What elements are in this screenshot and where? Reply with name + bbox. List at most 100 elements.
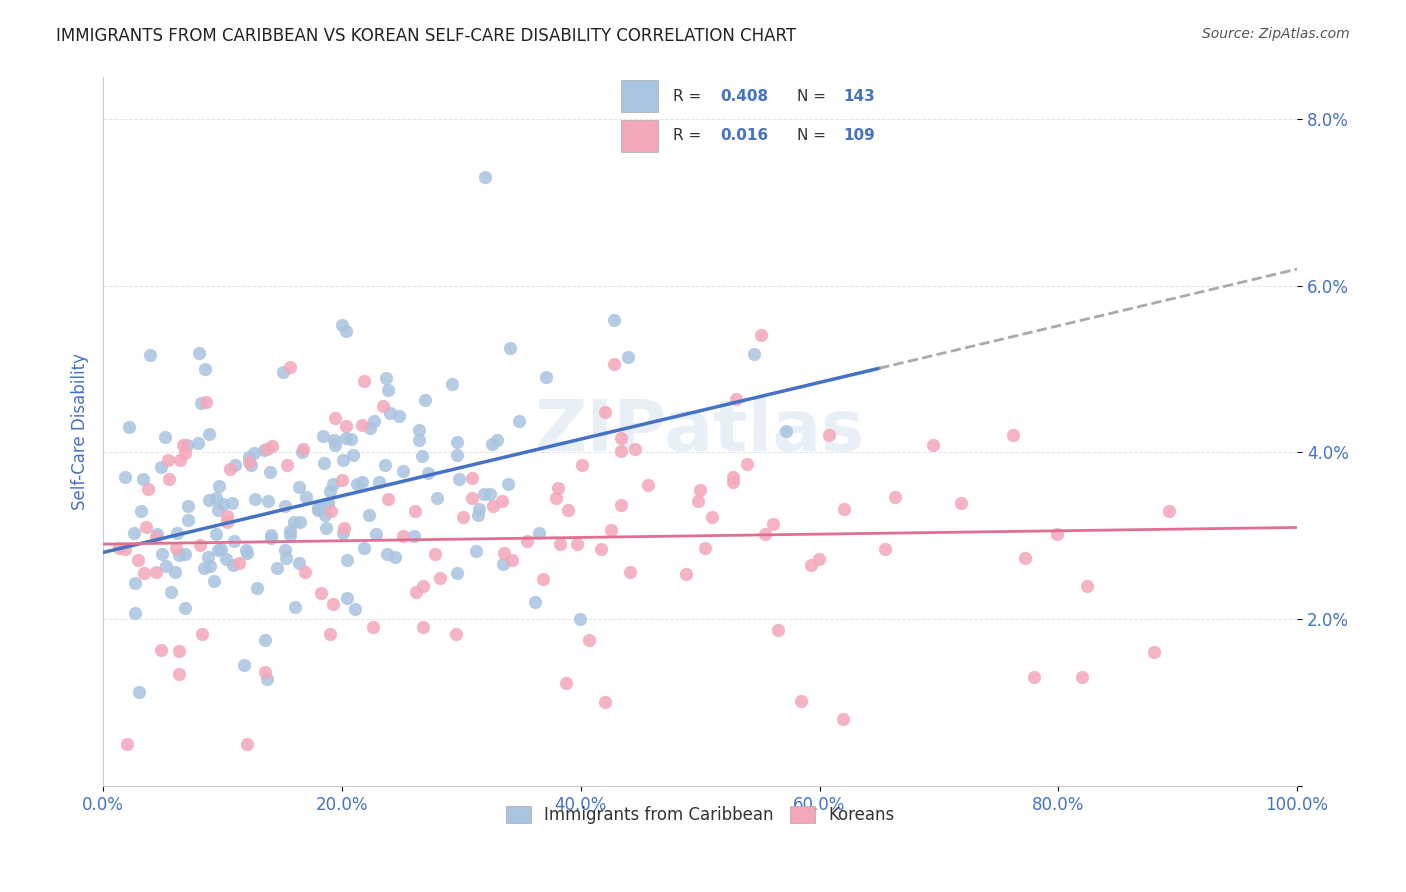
Point — [274, 542, 297, 557]
Point — [754, 526, 776, 541]
Point — [278, 528, 301, 542]
Point — [260, 439, 283, 453]
Point — [498, 341, 520, 355]
Point — [165, 541, 187, 555]
Point — [492, 557, 515, 571]
Point — [426, 491, 449, 506]
Point — [169, 644, 191, 658]
Point — [236, 737, 259, 751]
Point — [700, 510, 723, 524]
Point — [207, 503, 229, 517]
Point — [290, 516, 312, 530]
Point — [194, 362, 217, 376]
Point — [208, 479, 231, 493]
Point — [124, 607, 146, 621]
Point — [474, 170, 496, 185]
Point — [357, 508, 380, 522]
Point — [446, 566, 468, 581]
Point — [131, 471, 153, 485]
Point — [108, 541, 131, 555]
Text: Source: ZipAtlas.com: Source: ZipAtlas.com — [1202, 27, 1350, 41]
Point — [165, 566, 187, 580]
Point — [188, 538, 211, 552]
Text: R =: R = — [673, 128, 707, 143]
Point — [127, 553, 149, 567]
Point — [377, 491, 399, 506]
Point — [449, 472, 471, 486]
Point — [177, 499, 200, 513]
Point — [589, 541, 612, 556]
Point — [330, 473, 353, 487]
Legend: Immigrants from Caribbean, Koreans: Immigrants from Caribbean, Koreans — [495, 796, 904, 834]
Point — [122, 525, 145, 540]
Point — [257, 494, 280, 508]
Point — [353, 374, 375, 388]
Point — [405, 585, 427, 599]
Point — [1076, 579, 1098, 593]
Point — [766, 624, 789, 638]
Point — [742, 347, 765, 361]
Point — [124, 576, 146, 591]
Point — [273, 500, 295, 514]
Point — [762, 517, 785, 532]
Point — [235, 543, 257, 558]
Point — [623, 442, 645, 457]
Text: 143: 143 — [844, 89, 876, 103]
Point — [188, 346, 211, 360]
Point — [195, 395, 218, 409]
Point — [209, 542, 232, 557]
Point — [496, 477, 519, 491]
Point — [411, 449, 433, 463]
Point — [325, 410, 347, 425]
Point — [319, 483, 342, 498]
Point — [314, 508, 336, 522]
Point — [482, 499, 505, 513]
Point — [259, 465, 281, 479]
Point — [544, 491, 567, 505]
Point — [254, 665, 277, 679]
Point — [135, 520, 157, 534]
Point — [689, 483, 711, 498]
Point — [609, 444, 631, 458]
Point — [501, 553, 523, 567]
Point — [616, 350, 638, 364]
Point — [478, 487, 501, 501]
Point — [610, 498, 633, 512]
Point — [322, 477, 344, 491]
Point — [322, 597, 344, 611]
Point — [818, 428, 841, 442]
Point — [508, 415, 530, 429]
Point — [253, 442, 276, 457]
Point — [361, 620, 384, 634]
Point — [775, 424, 797, 438]
Point — [555, 675, 578, 690]
Point — [1071, 670, 1094, 684]
Point — [243, 491, 266, 506]
Point — [139, 348, 162, 362]
Point — [146, 526, 169, 541]
Point — [686, 493, 709, 508]
Point — [377, 383, 399, 397]
Point — [832, 712, 855, 726]
Point — [408, 423, 430, 437]
Point — [256, 673, 278, 687]
Point — [243, 446, 266, 460]
Point — [408, 434, 430, 448]
Text: IMMIGRANTS FROM CARIBBEAN VS KOREAN SELF-CARE DISABILITY CORRELATION CHART: IMMIGRANTS FROM CARIBBEAN VS KOREAN SELF… — [56, 27, 796, 45]
Point — [174, 547, 197, 561]
Point — [221, 496, 243, 510]
Point — [197, 427, 219, 442]
Point — [391, 528, 413, 542]
Point — [602, 312, 624, 326]
Point — [254, 633, 277, 648]
Point — [529, 526, 551, 541]
Point — [1143, 645, 1166, 659]
Point — [342, 448, 364, 462]
Point — [292, 442, 315, 457]
Point — [950, 496, 973, 510]
Point — [114, 542, 136, 557]
Point — [330, 318, 353, 332]
Point — [132, 566, 155, 580]
Point — [198, 559, 221, 574]
Point — [392, 464, 415, 478]
